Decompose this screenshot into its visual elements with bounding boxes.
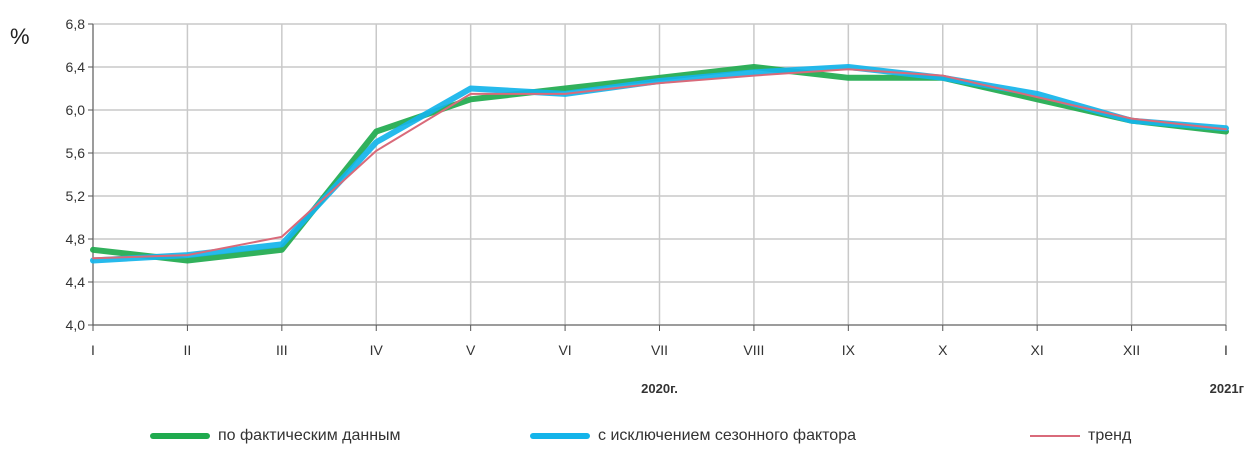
year-label: 2021г — [1210, 381, 1245, 396]
x-tick-label: IX — [842, 342, 856, 358]
y-tick-label: 4,8 — [66, 231, 86, 247]
x-tick-label: V — [466, 342, 476, 358]
x-tick-label: I — [1224, 342, 1228, 358]
line-chart: % 4,04,44,85,25,66,06,46,8I II III IV V VI VII… — [10, 16, 1245, 396]
legend-swatch-seasonal — [530, 433, 590, 439]
y-tick-label: 6,8 — [66, 16, 86, 32]
legend-label-trend: тренд — [1088, 427, 1132, 444]
y-tick-label: 5,6 — [66, 145, 86, 161]
y-tick-label: 4,0 — [66, 317, 86, 333]
label-layer: % 4,04,44,85,25,66,06,46,8I II III IV V VI VII… — [10, 16, 1245, 396]
x-tick-label: II — [184, 342, 192, 358]
y-tick-label: 6,4 — [66, 59, 86, 75]
legend-label-actual: по фактическим данным — [218, 427, 401, 444]
x-tick-label: IV — [370, 342, 384, 358]
x-tick-label: I — [91, 342, 95, 358]
legend-swatch-actual — [150, 433, 210, 439]
legend-item-trend: тренд — [1030, 424, 1131, 448]
series-line-1 — [90, 64, 1229, 264]
y-tick-label: 4,4 — [66, 274, 86, 290]
x-tick-label: VI — [558, 342, 571, 358]
legend: по фактическим данным с исключением сезо… — [0, 424, 1247, 448]
x-tick-label: XII — [1123, 342, 1140, 358]
x-tick-label: VIII — [743, 342, 764, 358]
y-tick-label: 6,0 — [66, 102, 86, 118]
x-tick-label: III — [276, 342, 288, 358]
series-line-2 — [92, 68, 1227, 260]
y-tick-label: 5,2 — [66, 188, 86, 204]
series-line-0 — [90, 64, 1229, 264]
x-tick-label: X — [938, 342, 948, 358]
x-tick-label: XI — [1031, 342, 1044, 358]
legend-item-seasonal: с исключением сезонного фактора — [530, 424, 856, 448]
grid-layer — [92, 23, 1227, 326]
x-tick-label: VII — [651, 342, 668, 358]
y-unit-label: % — [10, 24, 30, 49]
legend-item-actual: по фактическим данным — [150, 424, 401, 448]
axis-layer — [88, 23, 1227, 331]
series-layer — [90, 64, 1229, 264]
year-label: 2020г. — [641, 381, 678, 396]
legend-label-seasonal: с исключением сезонного фактора — [598, 427, 856, 444]
legend-swatch-trend — [1030, 435, 1080, 437]
